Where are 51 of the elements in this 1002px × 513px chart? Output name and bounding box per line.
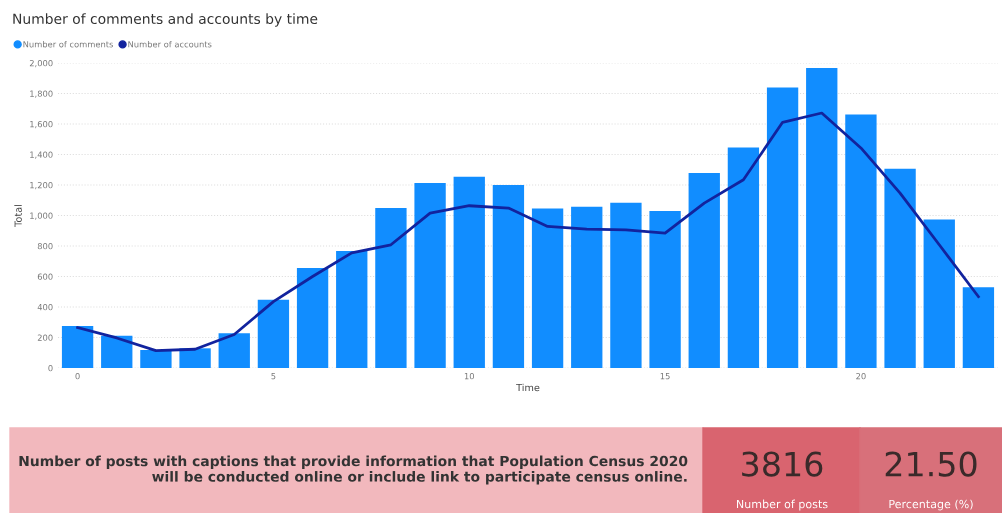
bar (257, 299, 290, 368)
x-tick-label: 5 (271, 373, 276, 380)
bar (414, 183, 446, 368)
bar (531, 208, 564, 368)
y-tick-label: 800 (37, 242, 53, 250)
x-tick-label: 0 (75, 373, 80, 380)
y-tick-label: 2,000 (29, 59, 53, 68)
bar (923, 219, 955, 368)
bar (571, 206, 603, 368)
bar (179, 348, 211, 368)
bar (688, 173, 720, 368)
y-tick-label: 1,800 (30, 90, 53, 98)
line-series (76, 111, 980, 353)
y-axis-title: Total (14, 205, 22, 227)
y-tick-label: 1,400 (30, 151, 53, 159)
bar (766, 87, 799, 368)
y-tick-label: 1,600 (30, 120, 53, 129)
bar (336, 250, 368, 368)
text: 21.50 (885, 451, 977, 477)
text: Number of posts with captions that provide information that Population Census 2020 will be conducted online or include link to participate census online. (19, 455, 688, 485)
bar (375, 208, 407, 368)
bar (962, 287, 995, 368)
bar (101, 335, 133, 368)
bar (649, 211, 681, 368)
y-tick-label: 1,200 (30, 181, 53, 190)
y-tick-label: 1,000 (30, 212, 53, 220)
bar (727, 147, 760, 368)
bar (61, 326, 94, 368)
bar (610, 202, 642, 368)
x-tick-label: 15 (660, 373, 670, 380)
bar (218, 333, 250, 368)
chart-title: Number of comments and accounts by time (13, 13, 318, 27)
y-tick-label: 0 (48, 364, 53, 372)
x-tick-label: 10 (464, 373, 474, 380)
y-tick-label: 400 (37, 303, 53, 311)
text: Number of posts (736, 499, 828, 511)
text: Percentage (%) (889, 499, 973, 511)
legend-label: Number of comments (23, 40, 113, 48)
bar (845, 114, 877, 368)
bar (806, 67, 838, 368)
bar (140, 350, 172, 368)
bar (296, 268, 329, 368)
y-tick-label: 200 (37, 334, 53, 341)
text: 3816 (742, 451, 823, 477)
bar (492, 185, 525, 368)
bar (453, 176, 485, 368)
x-axis-title: Time (516, 383, 540, 392)
x-tick-label: 20 (856, 373, 866, 380)
bar (884, 168, 916, 368)
legend-label: Number of accounts (128, 40, 212, 48)
y-tick-label: 600 (37, 273, 53, 280)
